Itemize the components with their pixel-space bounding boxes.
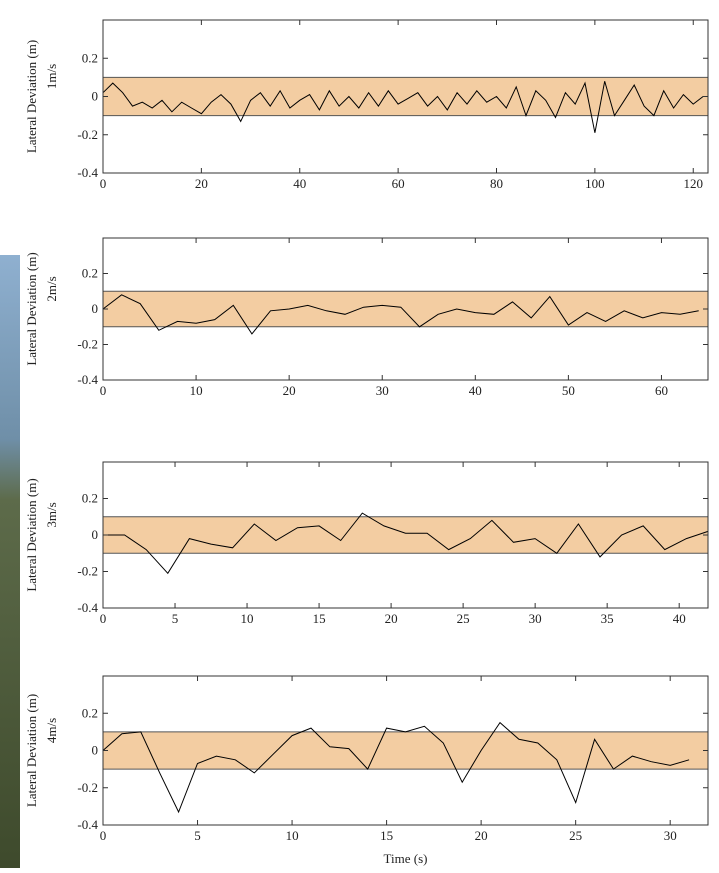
x-tick-label: 30 <box>664 828 677 843</box>
x-tick-label: 15 <box>313 611 326 626</box>
x-tick-label: 0 <box>100 828 107 843</box>
x-tick-label: 30 <box>376 383 389 398</box>
x-tick-label: 10 <box>190 383 203 398</box>
speed-label: 4m/s <box>44 718 59 743</box>
photo-strip <box>0 255 20 868</box>
x-tick-label: 25 <box>457 611 470 626</box>
x-tick-label: 40 <box>293 176 306 191</box>
x-tick-label: 40 <box>673 611 686 626</box>
y-tick-label: 0 <box>92 301 99 316</box>
x-tick-label: 20 <box>385 611 398 626</box>
y-tick-label: 0.2 <box>82 491 98 506</box>
data-line <box>102 721 690 814</box>
y-tick-label: -0.4 <box>77 372 98 387</box>
y-tick-label: -0.4 <box>77 165 98 180</box>
x-tick-label: 5 <box>194 828 201 843</box>
data-line <box>102 81 704 133</box>
y-tick-label: -0.2 <box>77 564 98 579</box>
x-tick-label: 0 <box>100 176 107 191</box>
x-tick-label: 10 <box>241 611 254 626</box>
x-tick-label: 30 <box>529 611 542 626</box>
x-tick-label: 15 <box>380 828 393 843</box>
y-tick-label: -0.4 <box>77 600 98 615</box>
y-tick-label: 0 <box>92 527 99 542</box>
y-tick-label: -0.2 <box>77 780 98 795</box>
y-axis-label: Lateral Deviation (m) <box>24 694 39 807</box>
x-tick-label: 5 <box>172 611 179 626</box>
x-tick-label: 40 <box>469 383 482 398</box>
y-tick-label: 0 <box>92 743 99 758</box>
y-tick-label: -0.2 <box>77 337 98 352</box>
x-tick-label: 10 <box>286 828 299 843</box>
y-tick-label: 0 <box>92 89 99 104</box>
y-axis-label: Lateral Deviation (m) <box>24 40 39 153</box>
x-axis-label: Time (s) <box>384 851 428 866</box>
x-tick-label: 120 <box>683 176 703 191</box>
x-tick-label: 0 <box>100 383 107 398</box>
x-tick-label: 35 <box>601 611 614 626</box>
x-tick-label: 0 <box>100 611 107 626</box>
x-tick-label: 60 <box>655 383 668 398</box>
data-line <box>102 294 699 335</box>
y-axis-label: Lateral Deviation (m) <box>24 478 39 591</box>
speed-label: 3m/s <box>44 502 59 527</box>
y-tick-label: -0.4 <box>77 817 98 832</box>
tolerance-band <box>102 731 709 770</box>
tolerance-band <box>102 516 709 554</box>
speed-label: 1m/s <box>44 64 59 89</box>
y-tick-label: -0.2 <box>77 127 98 142</box>
x-tick-label: 20 <box>283 383 296 398</box>
y-tick-label: 0.2 <box>82 266 98 281</box>
y-tick-label: 0.2 <box>82 705 98 720</box>
x-tick-label: 50 <box>562 383 575 398</box>
x-tick-label: 20 <box>475 828 488 843</box>
x-tick-label: 20 <box>195 176 208 191</box>
data-line <box>103 512 709 575</box>
tolerance-band <box>102 76 709 117</box>
speed-label: 2m/s <box>44 276 59 301</box>
y-tick-label: 0.2 <box>82 50 98 65</box>
x-tick-label: 25 <box>569 828 582 843</box>
x-tick-label: 80 <box>490 176 503 191</box>
x-tick-label: 100 <box>585 176 605 191</box>
tolerance-band <box>102 290 709 328</box>
x-tick-label: 60 <box>392 176 405 191</box>
y-axis-label: Lateral Deviation (m) <box>24 252 39 365</box>
